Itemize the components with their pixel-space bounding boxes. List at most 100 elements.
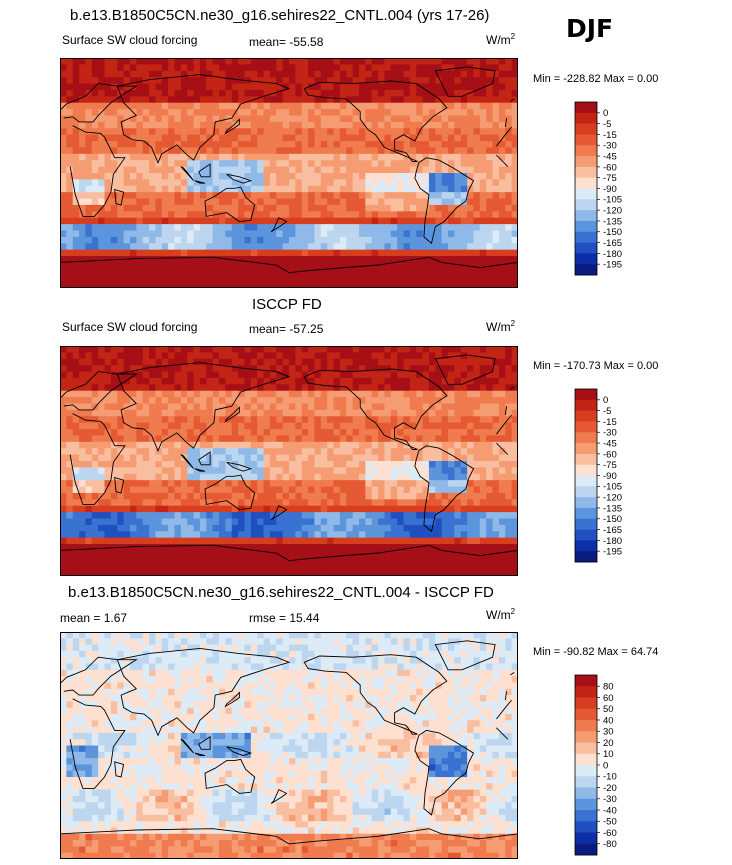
map-cell xyxy=(161,141,169,149)
map-cell xyxy=(390,160,398,168)
map-cell xyxy=(301,461,309,468)
map-cell xyxy=(85,371,93,379)
map-cell xyxy=(263,217,271,225)
map-cell xyxy=(371,390,379,398)
map-cell xyxy=(117,58,125,65)
map-cell xyxy=(110,435,118,443)
map-cell xyxy=(460,102,468,110)
map-cell xyxy=(187,204,195,212)
map-cell xyxy=(117,467,125,475)
map-cell xyxy=(403,262,411,270)
map-cell xyxy=(384,83,392,91)
map-cell xyxy=(91,70,99,78)
map-cell xyxy=(60,83,67,91)
map-cell xyxy=(492,262,500,270)
map-cell xyxy=(257,512,265,520)
map-cell xyxy=(479,377,487,385)
map-cell xyxy=(225,371,233,379)
map-cell xyxy=(219,268,226,276)
map-cell xyxy=(308,518,316,526)
map-cell xyxy=(486,115,494,123)
map-cell xyxy=(448,409,455,417)
map-cell xyxy=(308,384,316,392)
map-cell xyxy=(263,211,271,219)
map-cell xyxy=(352,480,360,488)
map-cell xyxy=(289,365,296,373)
map-cell xyxy=(308,505,316,513)
map-cell xyxy=(289,435,296,443)
map-cell xyxy=(486,147,494,155)
map-cell xyxy=(403,121,411,129)
map-cell xyxy=(91,461,99,468)
map-cell xyxy=(168,480,176,488)
map-cell xyxy=(492,249,500,257)
map-cell xyxy=(168,243,176,251)
map-cell xyxy=(320,173,328,180)
map-cell xyxy=(473,102,481,110)
map-cell xyxy=(161,121,169,129)
map-cell xyxy=(136,89,144,97)
map-cell xyxy=(129,365,137,373)
map-cell xyxy=(492,429,500,437)
map-cell xyxy=(365,352,373,360)
map-cell xyxy=(155,397,163,405)
map-cell xyxy=(104,224,112,232)
map-cell xyxy=(505,134,513,142)
map-cell xyxy=(180,109,188,117)
map-cell xyxy=(352,173,360,180)
map-cell xyxy=(91,217,99,225)
map-cell xyxy=(422,531,430,539)
map-cell xyxy=(346,198,354,206)
map-cell xyxy=(206,416,214,424)
map-cell xyxy=(206,371,214,379)
map-cell xyxy=(180,185,188,193)
map-cell xyxy=(295,153,303,161)
map-cell xyxy=(219,492,226,500)
map-cell xyxy=(219,358,226,366)
map-cell xyxy=(435,377,443,385)
map-cell xyxy=(289,141,296,149)
map-cell xyxy=(149,58,157,65)
map-cell xyxy=(193,64,201,72)
map-cell xyxy=(269,185,277,193)
map-cell xyxy=(384,217,392,225)
map-cell xyxy=(263,492,271,500)
map-cell xyxy=(339,505,347,513)
map-cell xyxy=(180,141,188,149)
map-cell xyxy=(346,109,354,117)
map-cell xyxy=(511,492,518,500)
map-cell xyxy=(346,83,354,91)
map-cell xyxy=(244,454,252,462)
map-cell xyxy=(308,262,316,270)
map-cell xyxy=(289,211,296,219)
map-cell xyxy=(66,166,74,174)
map-cell xyxy=(98,531,106,539)
map-cell xyxy=(66,281,74,288)
map-cell xyxy=(104,358,112,366)
map-cell xyxy=(104,377,112,385)
map-cell xyxy=(269,397,277,405)
map-cell xyxy=(505,64,513,72)
map-cell xyxy=(142,346,150,353)
map-cell xyxy=(505,109,513,117)
map-cell xyxy=(276,262,284,270)
map-cell xyxy=(448,492,455,500)
map-cell xyxy=(289,429,296,437)
map-cell xyxy=(435,429,443,437)
map-cell xyxy=(454,480,462,488)
map-cell xyxy=(511,486,518,494)
map-cell xyxy=(199,64,207,72)
map-cell xyxy=(269,480,277,488)
map-cell xyxy=(397,358,405,366)
map-cell xyxy=(155,173,163,180)
map-cell xyxy=(199,115,207,123)
map-cell xyxy=(378,198,386,206)
map-cell xyxy=(301,211,309,219)
map-cell xyxy=(263,230,271,238)
map-cell xyxy=(149,236,157,244)
map-cell xyxy=(371,492,379,500)
map-cell xyxy=(448,531,455,539)
map-cell xyxy=(422,537,430,545)
map-cell xyxy=(238,448,246,456)
map-cell xyxy=(219,192,226,200)
